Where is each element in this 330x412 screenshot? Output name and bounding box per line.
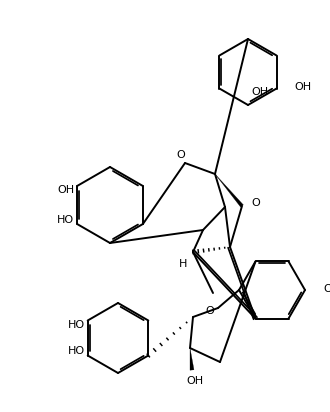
Text: O: O bbox=[206, 306, 214, 316]
Text: OH: OH bbox=[186, 376, 204, 386]
Text: HO: HO bbox=[57, 215, 74, 225]
Text: OH: OH bbox=[57, 185, 74, 195]
Polygon shape bbox=[215, 174, 243, 207]
Text: OH: OH bbox=[251, 87, 268, 97]
Text: O: O bbox=[177, 150, 185, 160]
Text: HO: HO bbox=[68, 346, 85, 356]
Text: HO: HO bbox=[68, 319, 85, 330]
Text: H: H bbox=[179, 259, 187, 269]
Text: OH: OH bbox=[295, 82, 312, 91]
Polygon shape bbox=[190, 348, 194, 370]
Text: O: O bbox=[251, 198, 260, 208]
Text: OH: OH bbox=[323, 284, 330, 294]
